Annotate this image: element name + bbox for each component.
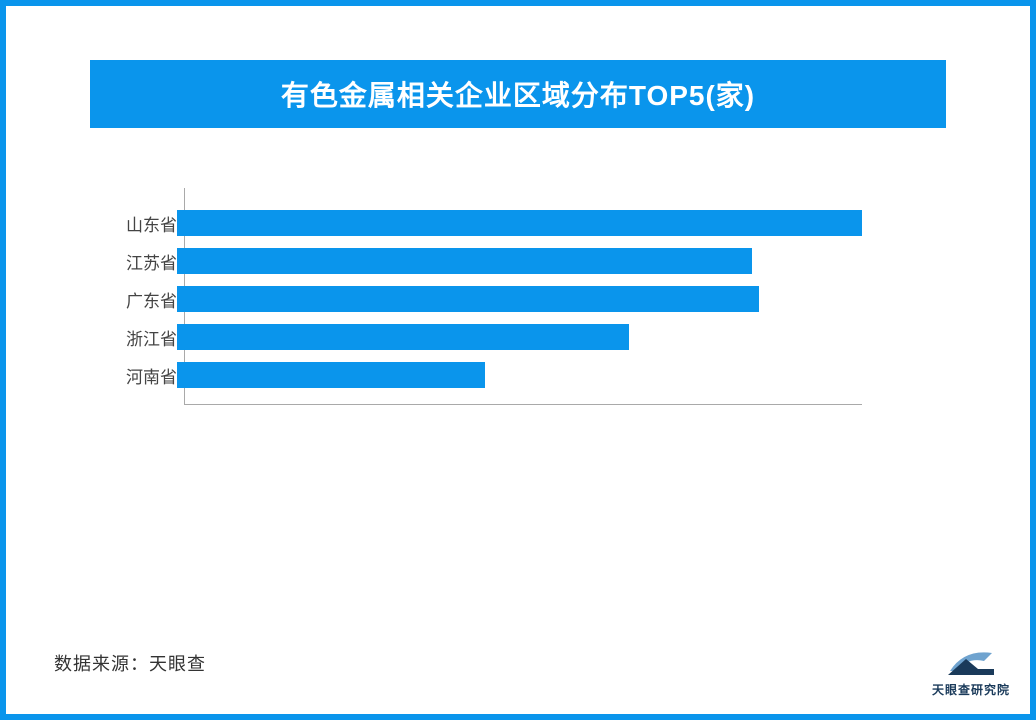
bar: [177, 210, 862, 236]
bar-wrap: [177, 248, 862, 274]
bar-row: 广东省: [185, 286, 862, 312]
bar: [177, 248, 752, 274]
bar-wrap: [177, 286, 862, 312]
data-source: 数据来源：天眼查: [54, 650, 206, 676]
bar-row: 浙江省: [185, 324, 862, 350]
bar: [177, 286, 759, 312]
brand-logo: 天眼查研究院: [932, 645, 1010, 698]
chart-title-band: 有色金属相关企业区域分布TOP5(家): [90, 60, 946, 128]
chart-axis: 山东省江苏省广东省浙江省河南省: [184, 188, 862, 405]
bar-row: 山东省: [185, 210, 862, 236]
bar-category-label: 浙江省: [87, 325, 177, 350]
bar-category-label: 广东省: [87, 287, 177, 312]
bar-wrap: [177, 362, 862, 388]
bar-row: 河南省: [185, 362, 862, 388]
bar-category-label: 山东省: [87, 211, 177, 236]
bar-category-label: 河南省: [87, 363, 177, 388]
chart-title: 有色金属相关企业区域分布TOP5(家): [281, 80, 755, 111]
brand-text: 天眼查研究院: [932, 681, 1010, 698]
chart-card: 有色金属相关企业区域分布TOP5(家) 山东省江苏省广东省浙江省河南省 数据来源…: [0, 0, 1036, 720]
bar-chart: 山东省江苏省广东省浙江省河南省: [184, 188, 862, 405]
bar-row: 江苏省: [185, 248, 862, 274]
bar-wrap: [177, 210, 862, 236]
bar-category-label: 江苏省: [87, 249, 177, 274]
bar: [177, 324, 629, 350]
bar-wrap: [177, 324, 862, 350]
bar: [177, 362, 485, 388]
source-label: 数据来源：: [54, 654, 149, 674]
source-value: 天眼查: [149, 654, 206, 674]
brand-logo-icon: [944, 645, 998, 679]
